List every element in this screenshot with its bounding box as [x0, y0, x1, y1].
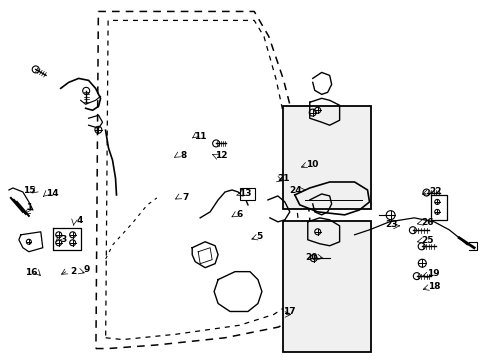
- Text: 16: 16: [25, 268, 37, 277]
- Text: 24: 24: [289, 185, 302, 194]
- Bar: [240, 188, 254, 200]
- Text: 5: 5: [255, 232, 262, 241]
- Text: 8: 8: [180, 151, 186, 160]
- Text: 3: 3: [60, 235, 66, 244]
- Text: 9: 9: [83, 265, 89, 274]
- Text: 14: 14: [46, 189, 58, 198]
- Text: 13: 13: [239, 189, 251, 198]
- Text: 23: 23: [385, 220, 397, 229]
- Text: 17: 17: [283, 307, 295, 316]
- Text: 22: 22: [428, 187, 441, 196]
- Text: 15: 15: [23, 185, 35, 194]
- Bar: [283, 107, 370, 209]
- Text: 18: 18: [427, 282, 440, 291]
- Text: 19: 19: [427, 269, 439, 278]
- Text: 4: 4: [77, 216, 83, 225]
- Text: 7: 7: [182, 193, 188, 202]
- Bar: [283, 221, 370, 352]
- Text: 6: 6: [236, 210, 242, 219]
- Text: 12: 12: [214, 151, 227, 160]
- Text: 26: 26: [420, 218, 432, 227]
- Text: 21: 21: [277, 174, 289, 183]
- Text: 1: 1: [26, 203, 32, 212]
- Text: 2: 2: [70, 267, 76, 276]
- Text: 25: 25: [420, 236, 432, 245]
- Text: 11: 11: [194, 132, 206, 141]
- Text: 20: 20: [305, 253, 317, 262]
- Text: 10: 10: [306, 161, 318, 170]
